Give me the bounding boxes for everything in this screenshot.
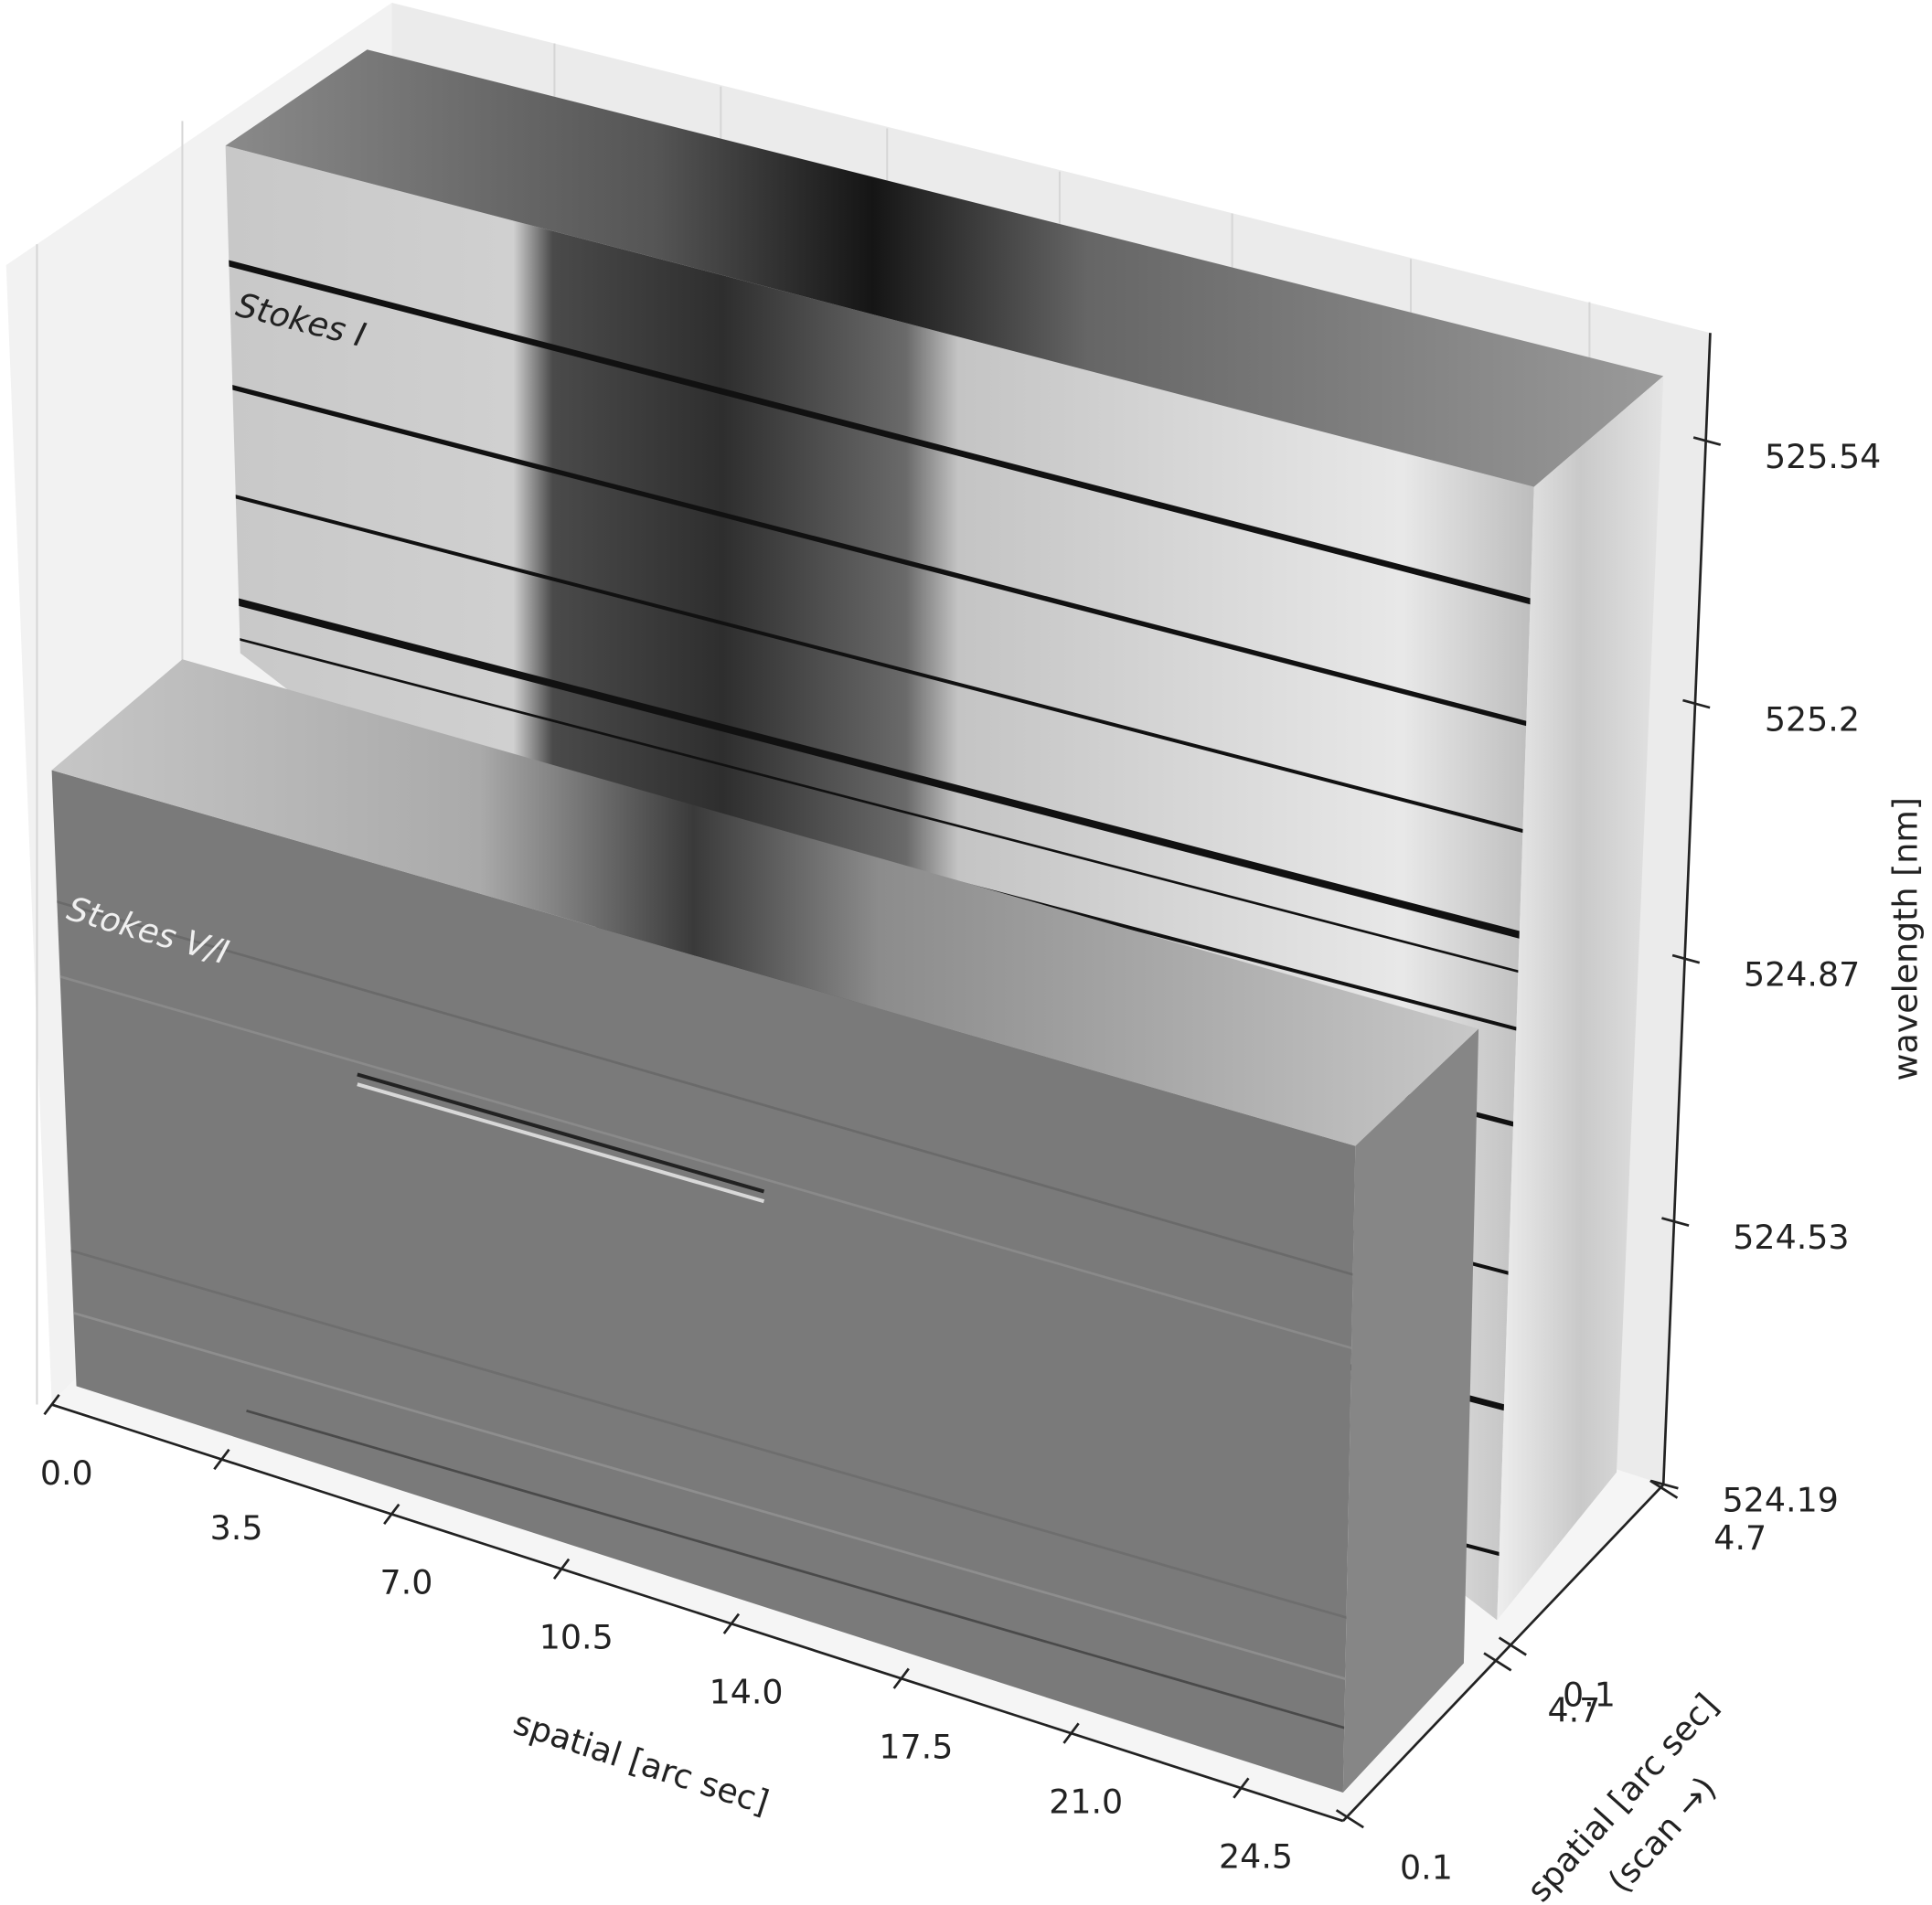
z-tick-label: 524.87	[1744, 954, 1860, 994]
x-tick-label: 14.0	[710, 1673, 784, 1712]
y-tick-label: 4.7	[1713, 1518, 1767, 1558]
x-tick-label: 7.0	[379, 1563, 432, 1602]
z-axis-label: wavelength [nm]	[1886, 797, 1926, 1080]
z-tick-label: 525.54	[1765, 437, 1881, 476]
x-tick-label: 10.5	[539, 1618, 614, 1657]
x-tick-label: 17.5	[879, 1728, 953, 1767]
x-tick-label: 24.5	[1219, 1836, 1293, 1876]
z-tick-label: 524.19	[1723, 1481, 1839, 1520]
x-axis-label: spatial [arc sec]	[509, 1703, 774, 1823]
x-tick-label: 0.0	[40, 1453, 93, 1493]
x-tick-label: 3.5	[210, 1508, 263, 1548]
y-tick-label: 0.1	[1400, 1847, 1453, 1887]
chart: Stokes I Stokes V/I spatial [arc sec] wa…	[0, 0, 1932, 1905]
z-tick-label: 524.53	[1733, 1218, 1849, 1257]
y-tick-label: 0.1	[1563, 1676, 1616, 1715]
z-tick-label: 525.2	[1765, 699, 1860, 739]
x-tick-label: 21.0	[1049, 1782, 1123, 1821]
page: Stokes I Stokes V/I spatial [arc sec] wa…	[0, 0, 1932, 1905]
